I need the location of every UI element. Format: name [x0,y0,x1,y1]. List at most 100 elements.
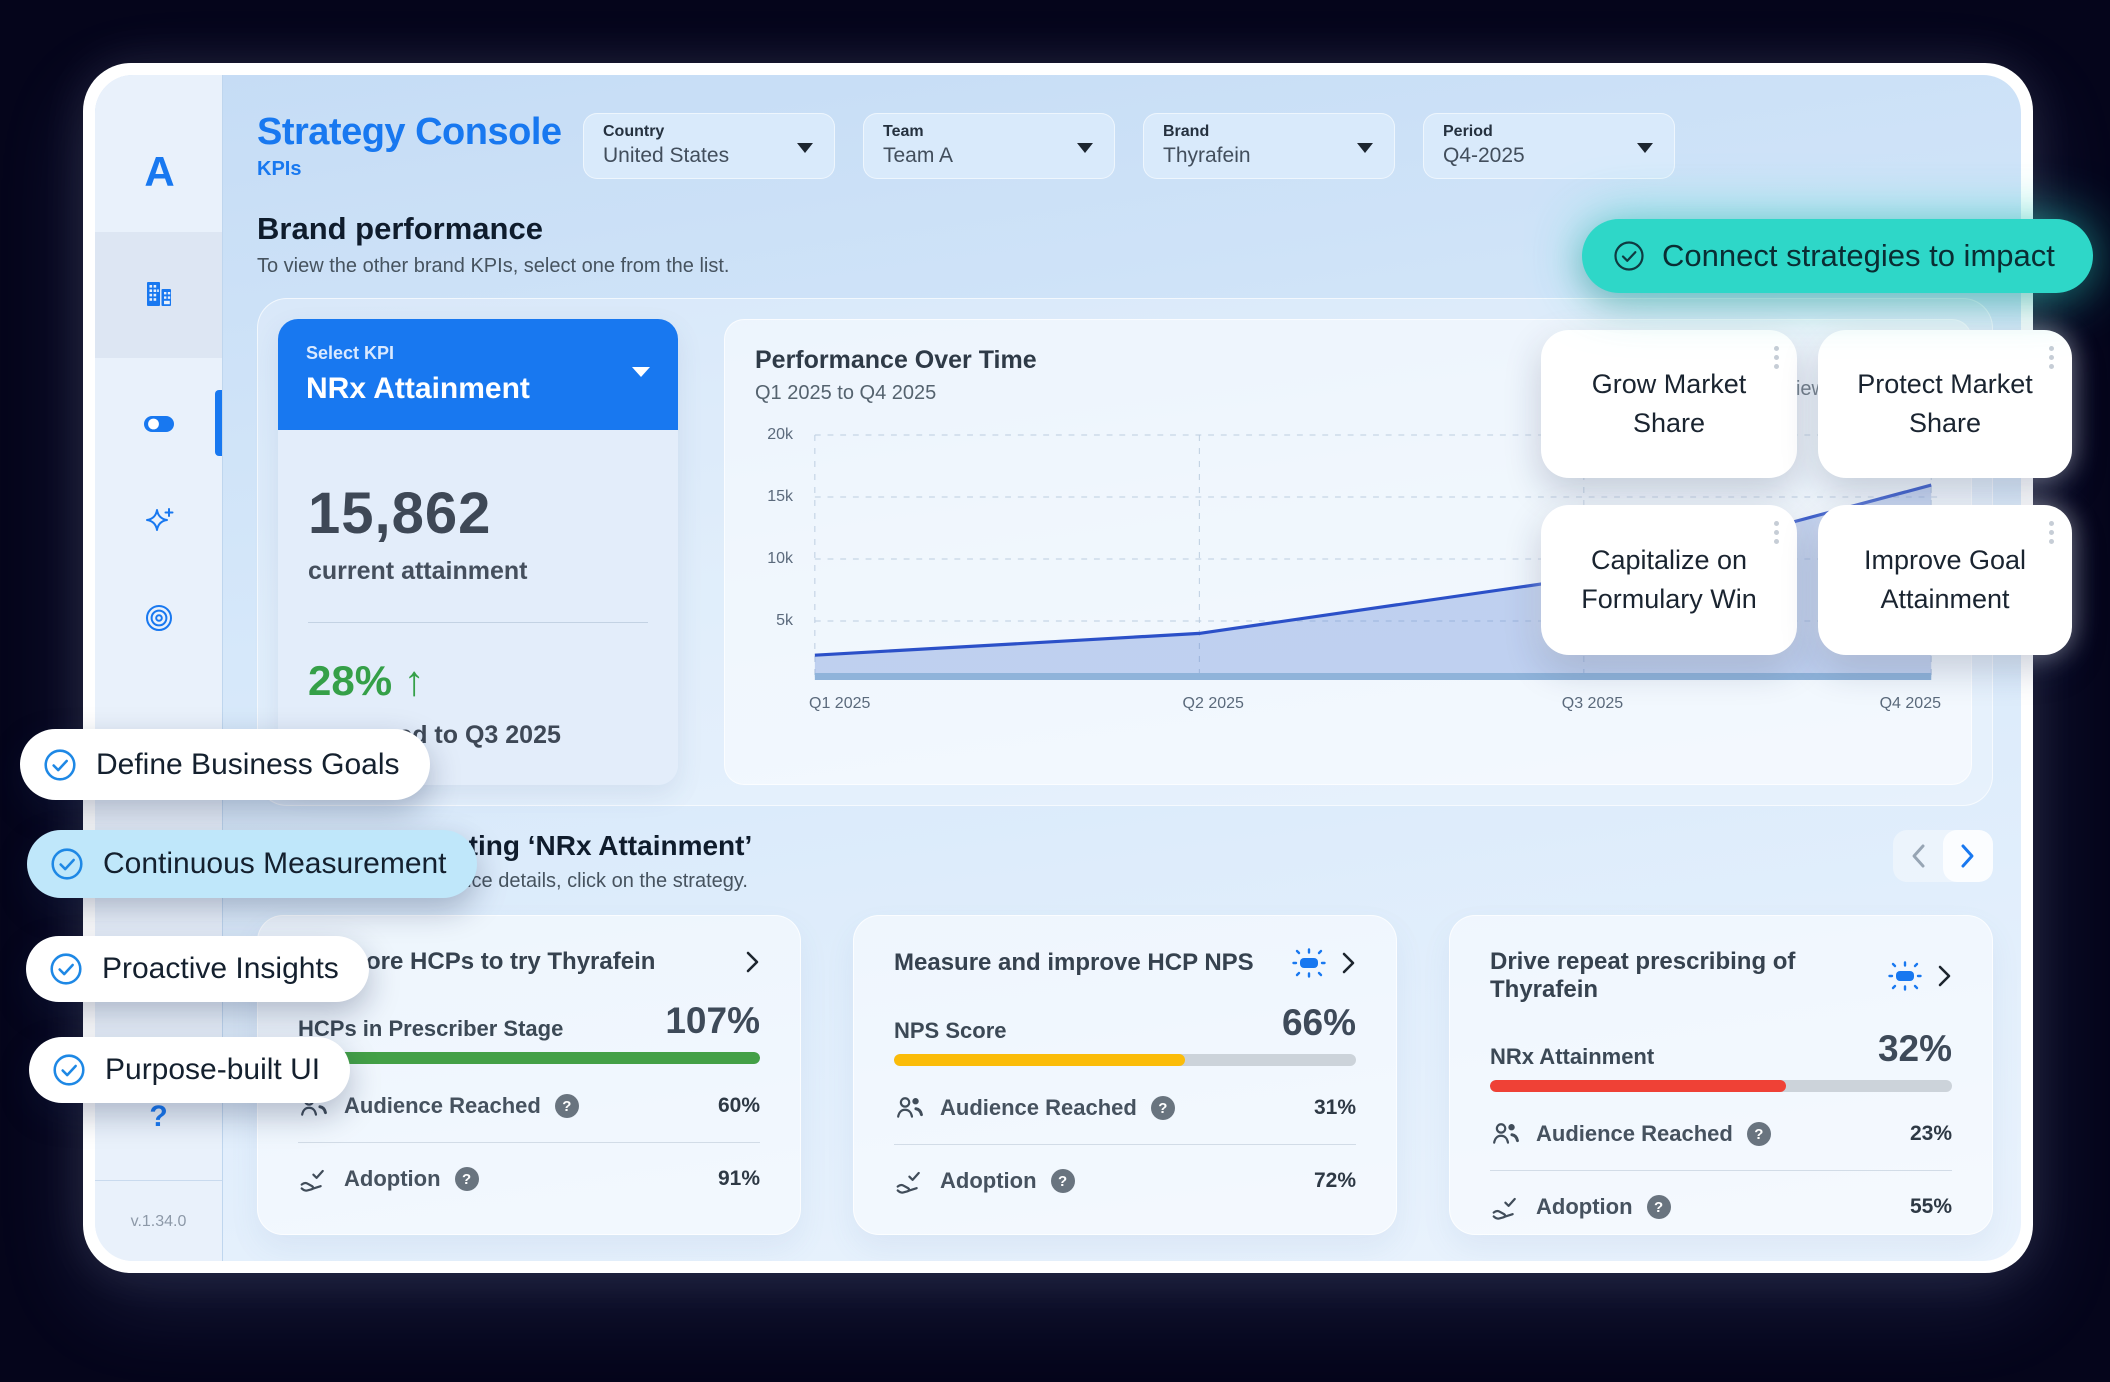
kpi-current-value: 15,862 [308,481,492,546]
period-select[interactable]: Period Q4-2025 [1423,113,1675,179]
metric-value: 32% [1877,1028,1952,1069]
up-arrow-icon: ↑ [403,657,425,704]
kebab-menu-icon[interactable] [1774,521,1779,544]
metric-label: HCPs in Prescriber Stage [298,1016,564,1041]
help-icon[interactable]: ? [454,1167,479,1191]
chip-label: Protect Market Share [1857,368,2033,438]
chevron-down-icon [1077,143,1093,153]
check-circle-icon [1614,241,1644,271]
sidebar-item-organization[interactable] [95,232,222,358]
kebab-menu-icon[interactable] [2049,346,2054,369]
metric-label: NPS Score [894,1018,1007,1043]
check-circle-icon [53,1054,85,1086]
pill-label: Proactive Insights [102,952,339,985]
brand-performance-panel: Select KPI NRx Attainment 15,862 current… [257,298,1993,806]
kebab-menu-icon[interactable] [2049,521,2054,544]
strategy-card-title: Measure and improve HCP NPS [894,949,1254,976]
country-select[interactable]: Country United States [583,113,835,179]
adoption-icon [300,1169,324,1192]
adoption-value: 91% [717,1167,760,1190]
chart-subtitle: Q1 2025 to Q4 2025 [755,382,937,404]
carousel-next-button[interactable] [1943,830,1993,882]
progress-bar [1490,1080,1952,1092]
toggle-icon [143,416,174,432]
progress-bar [298,1052,760,1064]
strategy-chip-capitalize-formulary-win[interactable]: Capitalize on Formulary Win [1541,505,1797,655]
adoption-label: Adoption [1536,1194,1633,1219]
help-icon[interactable]: ? [1150,1096,1175,1120]
adoption-value: 72% [1313,1169,1356,1192]
kpi-selected-value: NRx Attainment [306,372,530,405]
feature-pill-purpose-built-ui[interactable]: Purpose-built UI [29,1037,351,1103]
app-version: v.1.34.0 [130,1213,187,1230]
connect-strategies-banner[interactable]: Connect strategies to impact [1582,219,2093,293]
help-icon[interactable]: ? [554,1094,579,1118]
audience-reached-label: Audience Reached [1536,1121,1733,1146]
strategy-cards-row: Get more HCPs to try Thyrafein HCPs in P… [257,915,1993,1235]
pill-label: Continuous Measurement [103,847,447,880]
page-title: Strategy Console [257,111,562,153]
feature-pill-proactive-insights[interactable]: Proactive Insights [26,936,369,1002]
kebab-menu-icon[interactable] [1774,346,1779,369]
chip-label: Grow Market Share [1591,368,1747,438]
chevron-down-icon [797,143,813,153]
help-icon[interactable]: ? [1746,1122,1771,1146]
adoption-icon [1492,1197,1516,1220]
building-icon [146,282,171,306]
chevron-down-icon [632,367,650,377]
sidebar-item-strategy-console[interactable] [95,392,222,456]
sidebar-divider [95,1180,222,1181]
metric-label: NRx Attainment [1490,1044,1655,1069]
brand-performance-title: Brand performance [257,211,543,246]
kpi-select-dropdown[interactable]: Select KPI NRx Attainment [278,319,678,430]
help-icon[interactable]: ? [1646,1195,1671,1219]
strategy-chip-protect-market-share[interactable]: Protect Market Share [1818,330,2072,478]
chevron-right-icon [1961,844,1974,868]
brand-select[interactable]: Brand Thyrafein [1143,113,1395,179]
chart-title: Performance Over Time [755,346,1037,374]
filter-value: United States [603,144,730,167]
strategy-card[interactable]: Drive repeat prescribing of Thyrafein NR [1449,915,1993,1235]
divider [298,1142,760,1143]
check-circle-icon [51,848,83,880]
y-axis-labels: 20k 15k 10k 5k [767,426,793,629]
strategy-card[interactable]: Measure and improve HCP NPS NPS Score [853,915,1397,1235]
sidebar-item-ai-insights[interactable] [95,490,222,554]
help-icon[interactable]: ? [1050,1169,1075,1193]
strategy-chip-grow-market-share[interactable]: Grow Market Share [1541,330,1797,478]
chevron-right-icon[interactable] [1938,965,1952,987]
audience-icon [1493,1123,1519,1144]
check-circle-icon [50,953,82,985]
chip-label: Improve Goal Attainment [1863,544,2027,614]
strategy-chip-improve-goal-attainment[interactable]: Improve Goal Attainment [1818,505,2072,655]
feature-pill-continuous-measurement[interactable]: Continuous Measurement [27,830,477,898]
target-icon [145,605,172,631]
ai-generated-icon [1888,961,1922,991]
filter-label: Period [1443,123,1493,140]
progress-bar [894,1054,1356,1066]
adoption-icon [896,1171,920,1194]
metric-value: 66% [1281,1002,1356,1043]
banner-label: Connect strategies to impact [1662,238,2055,273]
help-icon: ? [149,1100,168,1133]
strategy-card-title: Drive repeat prescribing of Thyrafein [1490,948,1796,1003]
audience-reached-value: 31% [1313,1096,1356,1119]
divider [1490,1170,1952,1171]
brand-performance-subtitle: To view the other brand KPIs, select one… [257,255,730,277]
sidebar-logo: A [95,147,222,197]
adoption-label: Adoption [344,1166,441,1191]
sidebar-help-button[interactable]: ? [95,1087,222,1147]
chart-baseline [814,673,1932,680]
chevron-right-icon[interactable] [1342,952,1356,974]
chevron-left-icon [1912,844,1925,868]
filter-label: Team [883,123,924,140]
team-select[interactable]: Team Team A [863,113,1115,179]
strategies-carousel-controls [1893,830,1993,882]
filter-label: Country [603,123,665,140]
sidebar-item-goals[interactable] [95,586,222,650]
feature-pill-define-business-goals[interactable]: Define Business Goals [20,729,430,800]
metric-value: 107% [665,1000,760,1041]
check-circle-icon [44,748,76,781]
chevron-right-icon[interactable] [746,951,760,973]
carousel-prev-button[interactable] [1893,830,1943,882]
